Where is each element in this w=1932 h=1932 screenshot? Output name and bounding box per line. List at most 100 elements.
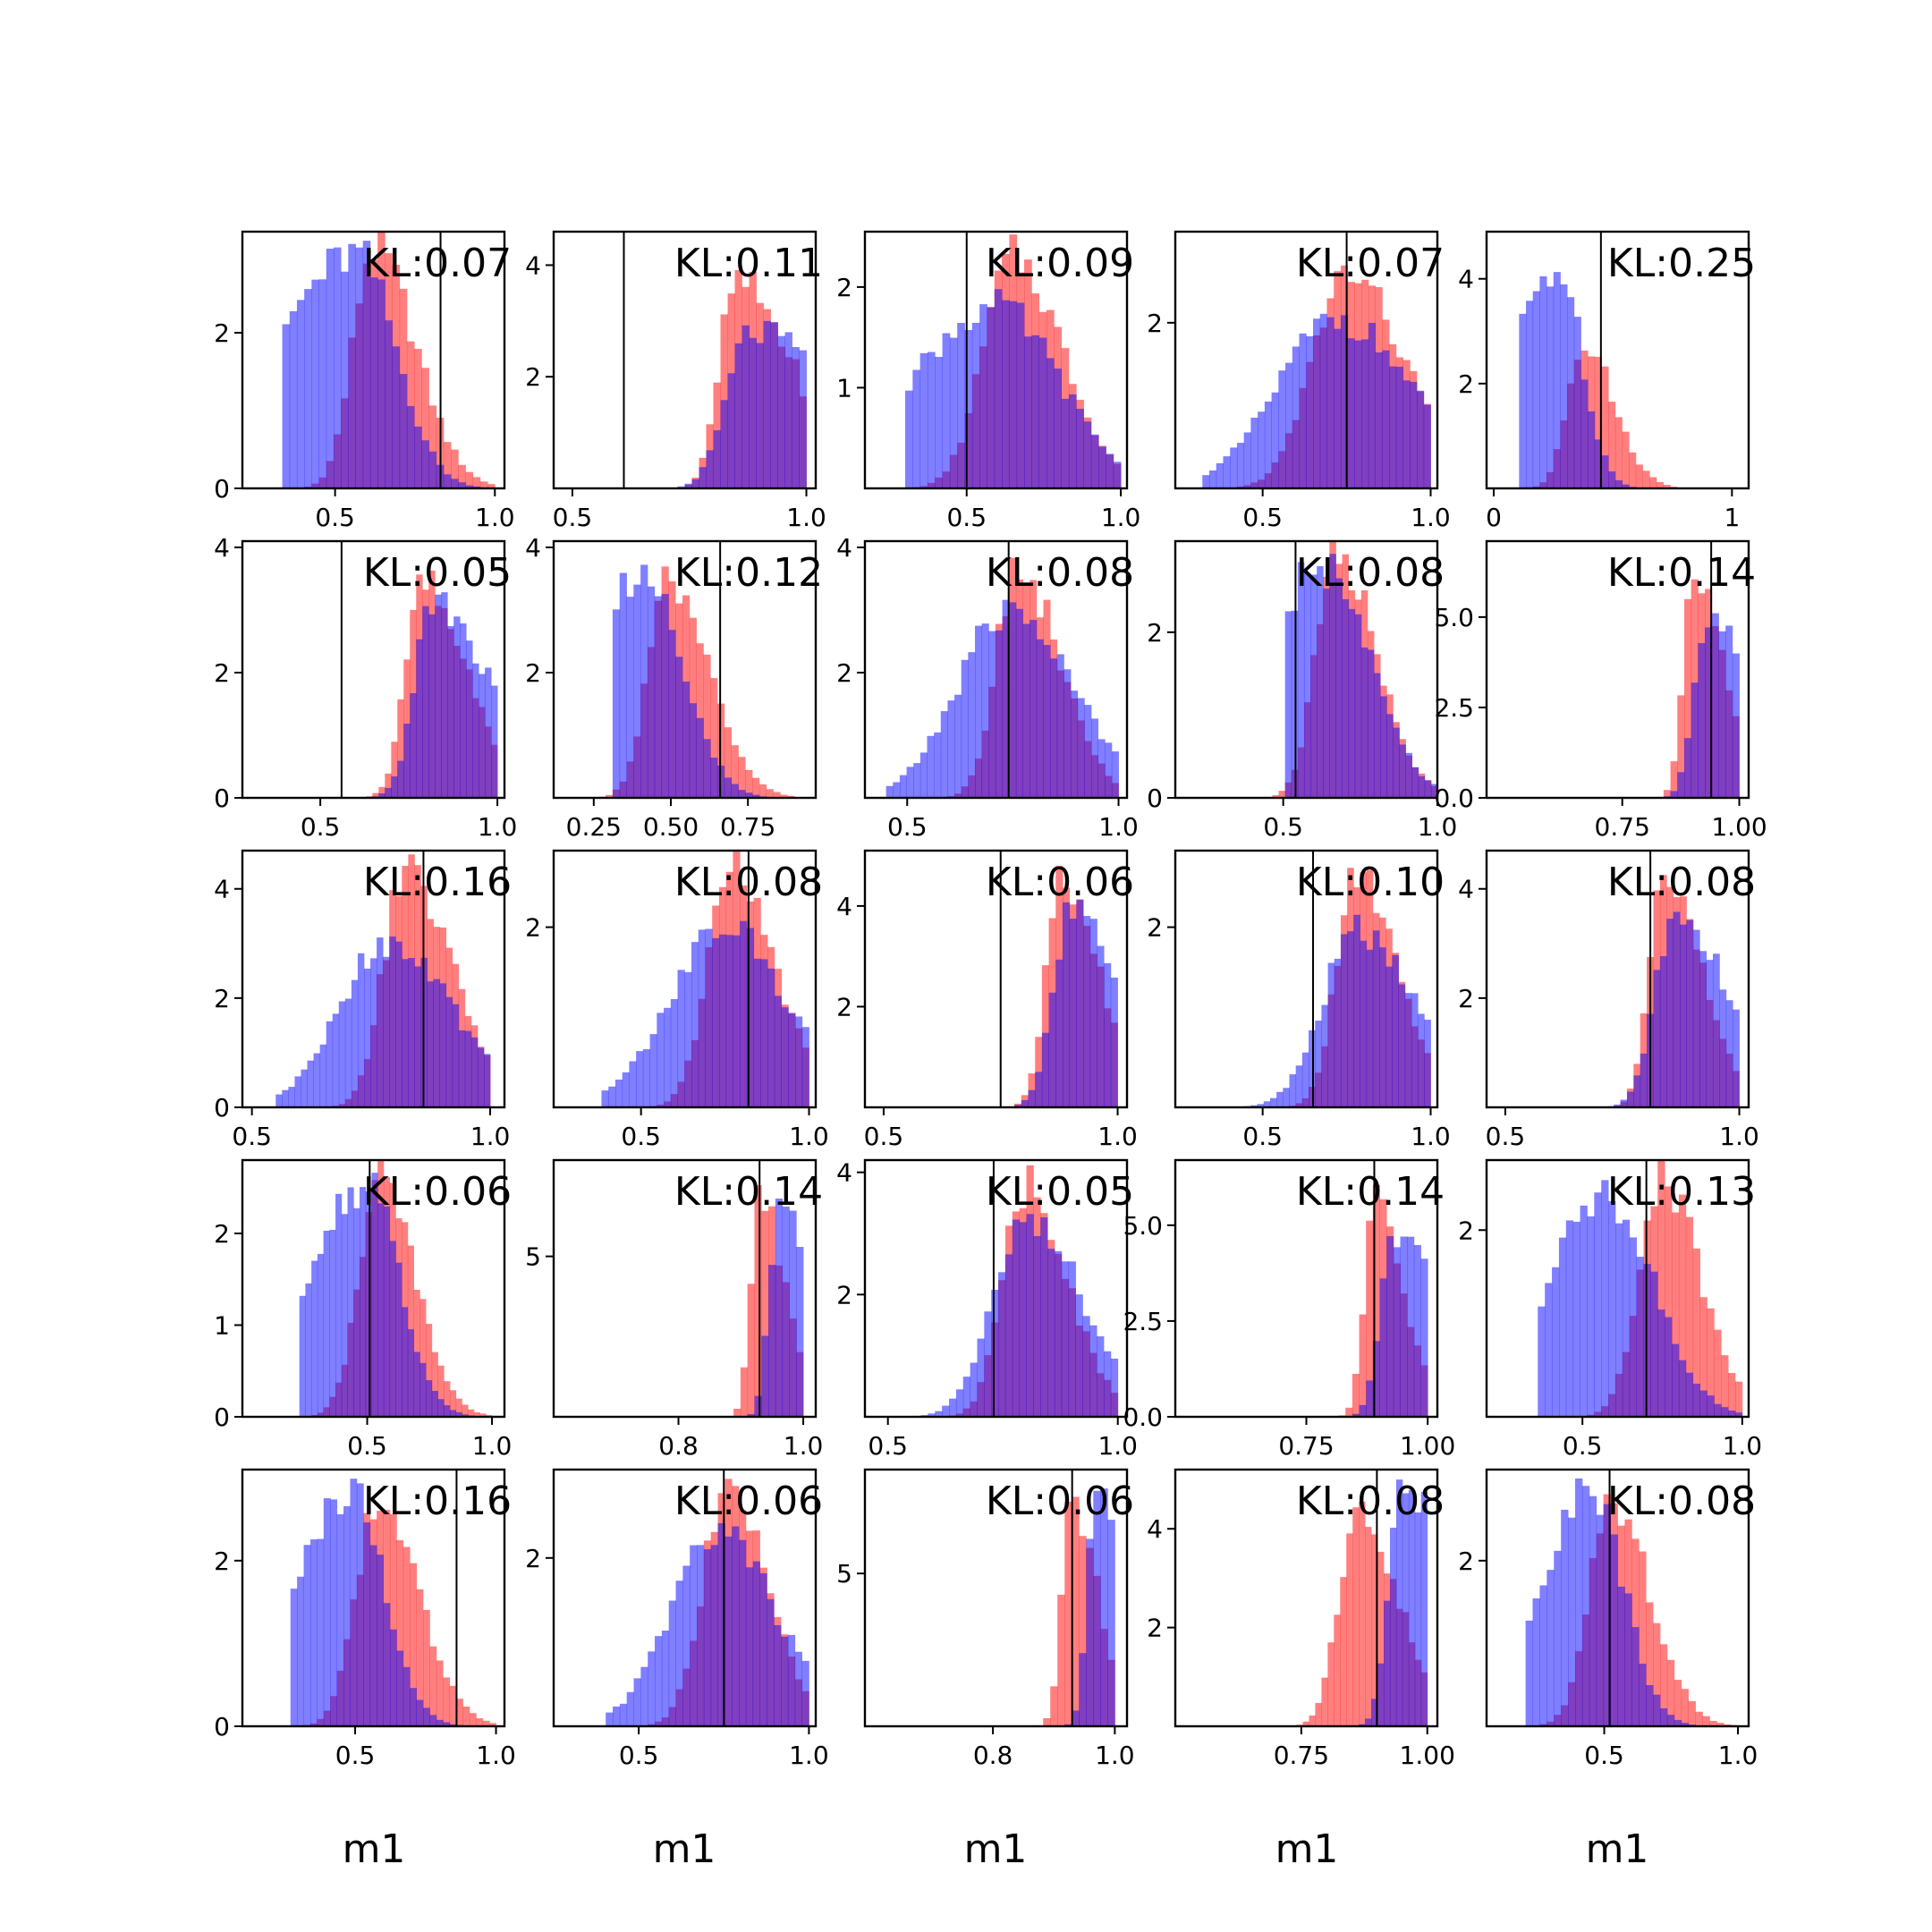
panel-r3-c1-blue-bar-9 xyxy=(326,1021,334,1107)
panel-r1-c2-blue-bar-32 xyxy=(784,332,792,488)
panel-r5-c1-red-bar-27 xyxy=(443,1677,451,1726)
panel-r3-c5-blue-bar-18 xyxy=(1626,1091,1634,1107)
panel-r5-c2-blue-bar-14 xyxy=(661,1631,670,1726)
panel-r5-c2-blue-bar-23 xyxy=(724,1536,733,1726)
panel-r5-c3-blue-bar-29 xyxy=(1072,1710,1080,1726)
panel-r1-c5-blue-bar-5 xyxy=(1526,301,1534,488)
panel-r1-c1-red-bar-25 xyxy=(421,368,429,488)
panel-r1-c4-x-tick-label-2: 1.0 xyxy=(1411,503,1451,532)
panel-r5-c3-blue-bar-32 xyxy=(1093,1490,1101,1726)
panel-r3-c3-y-tick-label-2: 4 xyxy=(836,892,852,921)
panel-r3-c1-blue-bar-25 xyxy=(427,981,434,1107)
panel-r1-c4-blue-bar-7 xyxy=(1236,443,1245,488)
panel-r1-c1-y-tick-label-1: 0 xyxy=(214,474,230,504)
panel-r2-c4-blue-bar-19 xyxy=(1335,578,1343,798)
panel-r3-c2-blue-bar-24 xyxy=(733,935,741,1107)
panel-r4-c4-blue-bar-24 xyxy=(1352,1413,1360,1417)
panel-r5-c2-blue-bar-19 xyxy=(697,1545,705,1726)
panel-r5-c2-x-tick-label-2: 1.0 xyxy=(789,1741,829,1770)
panel-r4-c1-histograms xyxy=(299,1160,493,1417)
panel-r1-c5-blue-bar-15 xyxy=(1594,439,1602,488)
panel-r5-c4-red-bar-25 xyxy=(1365,1527,1372,1726)
panel-r3-c1-x-tick-label-1: 0.5 xyxy=(232,1122,272,1151)
panel-r1-c2-blue-bar-31 xyxy=(777,335,785,488)
panel-r3-c5-blue-bar-25 xyxy=(1673,911,1681,1107)
panel-r4-c3: 0.5 1.0 2 4 KL:0.05 xyxy=(836,1158,1138,1461)
panel-r2-c3-blue-bar-2 xyxy=(893,782,901,798)
panel-r4-c1-red-bar-33 xyxy=(479,1413,487,1417)
panel-r1-c5-y-tick-label-1: 2 xyxy=(1458,369,1474,399)
panel-r4-c5-blue-bar-17 xyxy=(1614,1223,1623,1417)
panel-r4-c5-red-bar-30 xyxy=(1707,1308,1715,1417)
panel-r1-c3-blue-bar-27 xyxy=(1061,398,1070,488)
panel-r3-c1-blue-bar-17 xyxy=(377,937,384,1107)
panel-r5-c3-red-bar-27 xyxy=(1057,1594,1065,1726)
panel-r2-c5: 0.75 1.00 0.0 2.5 5.0 KL:0.14 xyxy=(1434,539,1767,842)
panel-r5-c2-blue-bar-28 xyxy=(759,1572,767,1726)
panel-r2-c3-x-tick-label-1: 0.5 xyxy=(887,812,928,842)
panel-r4-c4-x-tick-label-1: 0.75 xyxy=(1278,1431,1334,1461)
panel-r3-c2-blue-bar-6 xyxy=(608,1086,616,1107)
panel-r3-c2-blue-bar-15 xyxy=(670,999,678,1107)
panel-r2-c3-blue-bar-31 xyxy=(1090,718,1099,798)
panel-r4-c1-blue-bar-23 xyxy=(419,1362,427,1417)
panel-r2-c1-x-tick-label-1: 0.5 xyxy=(301,812,341,842)
panel-r1-c3-blue-bar-6 xyxy=(905,390,913,488)
panel-r5-c4-red-bar-19 xyxy=(1327,1642,1335,1726)
panel-r5-c4-y-tick-label-1: 2 xyxy=(1147,1614,1163,1643)
panel-r1-c3-frame xyxy=(863,230,1129,490)
panel-r3-c1-y-tick-label-3: 4 xyxy=(214,875,230,904)
panel-r3-c5-blue-bar-27 xyxy=(1686,919,1694,1107)
panel-r3-c2-blue-bar-13 xyxy=(657,1013,665,1107)
panel-r1-c2-x-tick-label-2: 1.0 xyxy=(786,503,826,532)
panel-r3-c1-histograms xyxy=(275,854,491,1107)
panel-r3-c3-blue-bar-23 xyxy=(1035,1072,1043,1107)
panel-r1-c1-blue-bar-7 xyxy=(289,310,298,488)
panel-r3-c2-blue-bar-20 xyxy=(705,928,713,1107)
panel-r3-c1-blue-bar-3 xyxy=(288,1087,295,1107)
panel-r1-c5-red-bar-20 xyxy=(1629,452,1637,488)
panel-r2-c4-blue-bar-15 xyxy=(1310,574,1318,798)
panel-r3-c3-x-tick-label-2: 1.0 xyxy=(1097,1122,1138,1151)
panel-r4-c5-red-bar-29 xyxy=(1699,1297,1707,1417)
panel-r1-c1-blue-bar-24 xyxy=(414,426,422,488)
panel-r4-c1-red-bar-30 xyxy=(462,1404,469,1417)
panel-r1-c4-blue-bar-15 xyxy=(1292,346,1300,488)
panel-r3-c5-x-tick-label-1: 0.5 xyxy=(1486,1122,1526,1151)
panel-r5-c5-blue-bar-24 xyxy=(1659,1707,1668,1726)
panel-r3-c1-blue-bar-27 xyxy=(439,983,447,1107)
panel-r2-c2-red-bar-22 xyxy=(703,654,711,798)
panel-r2-c4-blue-bar-29 xyxy=(1399,744,1406,798)
panel-r2-c3-blue-bar-15 xyxy=(981,623,989,798)
panel-r1-c3-histograms xyxy=(905,234,1122,488)
panel-r5-c1-x-tick-label-2: 1.0 xyxy=(476,1741,516,1770)
panel-r5-c1-blue-bar-4 xyxy=(290,1589,298,1726)
panel-r3-c2: 0.5 1.0 2 KL:0.08 xyxy=(525,849,829,1151)
panel-r3-c1-blue-bar-13 xyxy=(351,979,359,1107)
panel-r1-c4-blue-bar-23 xyxy=(1347,338,1355,488)
panel-r4-c2-red-bar-25 xyxy=(733,1409,741,1417)
panel-r4-c5-blue-bar-15 xyxy=(1601,1180,1609,1417)
panel-r4-c5-blue-bar-13 xyxy=(1587,1216,1595,1417)
panel-r5-c4-blue-bar-25 xyxy=(1365,1718,1372,1726)
panel-r4-c2-blue-bar-33 xyxy=(789,1210,797,1417)
panel-r3-c3-kl-annotation: KL:0.06 xyxy=(986,860,1134,905)
panel-r1-c1-blue-bar-26 xyxy=(428,451,437,488)
panel-r5-c5-blue-bar-11 xyxy=(1568,1517,1576,1726)
panel-r1-c2-frame xyxy=(552,230,818,490)
panel-r5-c3-blue-bar-34 xyxy=(1107,1520,1115,1726)
panel-r2-c2-blue-bar-23 xyxy=(710,758,718,798)
panel-r1-c1-blue-bar-23 xyxy=(406,405,415,488)
panel-r2-c4-kl-annotation: KL:0.08 xyxy=(1296,550,1445,596)
panel-r1-c1-blue-bar-15 xyxy=(348,243,356,488)
panel-r1-c3-blue-bar-17 xyxy=(987,307,996,488)
panel-r4-c5-x-tick-label-1: 0.5 xyxy=(1563,1431,1603,1461)
panel-r1-c3: 0.5 1.0 1 2 KL:0.09 xyxy=(836,230,1140,532)
panel-r1-c5-x-tick-label-2: 1 xyxy=(1724,503,1740,532)
panel-r4-c4-blue-bar-29 xyxy=(1386,1236,1394,1417)
panel-r5-c5-red-bar-31 xyxy=(1709,1721,1717,1726)
panel-r2-c1: 0.5 1.0 0 2 4 KL:0.05 xyxy=(214,533,517,842)
panel-r4-c1-blue-bar-16 xyxy=(377,1203,385,1417)
panel-r1-c1-blue-bar-10 xyxy=(311,279,319,488)
panel-r2-c1-y-tick-label-1: 0 xyxy=(214,784,230,813)
